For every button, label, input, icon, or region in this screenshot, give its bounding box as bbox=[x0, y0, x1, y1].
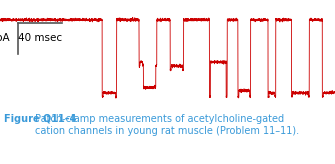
Text: Patch-clamp measurements of acetylcholine-gated
cation channels in young rat mus: Patch-clamp measurements of acetylcholin… bbox=[35, 114, 299, 136]
Text: 2 pA: 2 pA bbox=[0, 33, 10, 43]
Text: Figure Q11–4: Figure Q11–4 bbox=[4, 114, 80, 124]
Text: 40 msec: 40 msec bbox=[18, 33, 62, 43]
